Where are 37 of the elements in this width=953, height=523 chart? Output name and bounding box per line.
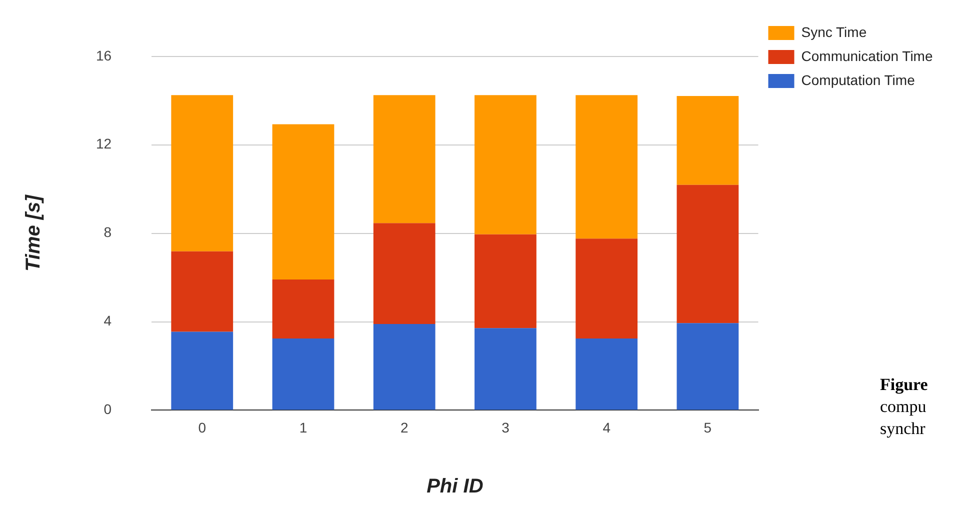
text: compu xyxy=(880,396,928,418)
bar xyxy=(171,95,234,252)
y-tick-label: 12 xyxy=(96,136,112,152)
x-tick-label: 0 xyxy=(198,419,206,436)
x-tick-label: 5 xyxy=(704,419,712,436)
bar xyxy=(474,234,536,328)
legend-label: Communication Time xyxy=(801,48,933,64)
bar xyxy=(272,338,334,410)
bar xyxy=(373,324,436,410)
text: Figure xyxy=(880,374,928,396)
y-tick-label: 0 xyxy=(104,401,112,418)
x-tick-label: 2 xyxy=(400,419,408,436)
y-tick-label: 8 xyxy=(104,224,112,240)
text: synchr xyxy=(880,418,926,440)
bar xyxy=(676,96,739,185)
bar xyxy=(576,95,638,239)
x-tick-label: 1 xyxy=(299,419,308,436)
x-tick-label: 3 xyxy=(502,419,510,436)
bar xyxy=(676,184,739,324)
y-tick-label: 4 xyxy=(104,312,112,329)
x-axis-title: Phi ID xyxy=(426,476,484,498)
legend-label: Computation Time xyxy=(801,72,916,88)
bar xyxy=(474,328,536,410)
bar xyxy=(576,238,638,339)
x-tick-label: 4 xyxy=(602,419,611,436)
bar xyxy=(171,251,234,332)
y-axis-title: Time [s] xyxy=(22,194,45,272)
bar xyxy=(171,332,234,410)
legend-label: Sync Time xyxy=(801,24,867,40)
bar xyxy=(272,280,334,339)
bar xyxy=(576,338,638,410)
bar xyxy=(676,323,739,410)
bar xyxy=(272,124,334,280)
bar xyxy=(373,95,436,224)
bar xyxy=(373,223,436,324)
y-tick-label: 16 xyxy=(96,47,112,64)
bar xyxy=(474,95,536,234)
